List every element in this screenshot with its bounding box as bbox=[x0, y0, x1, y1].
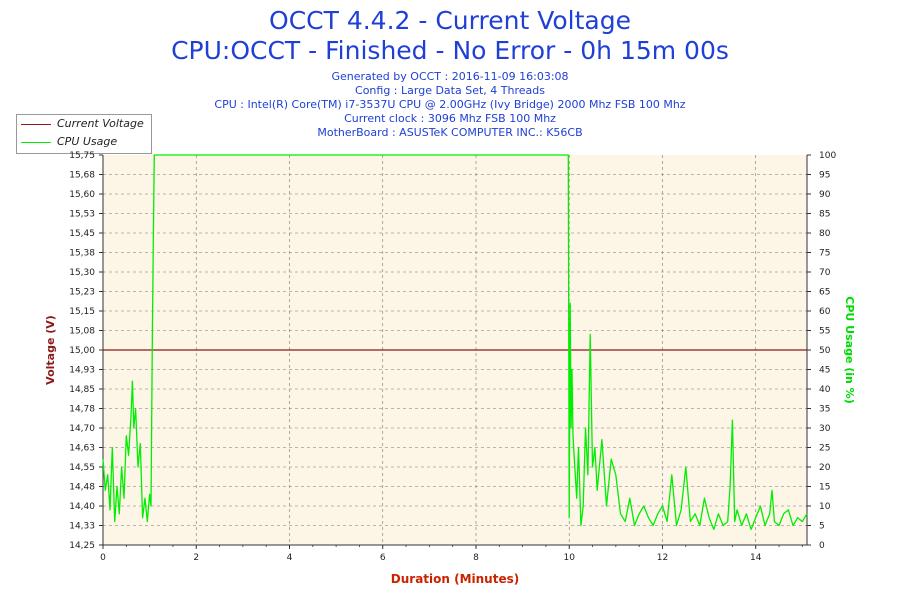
x-tick-label: 2 bbox=[193, 553, 199, 563]
y2-tick-label: 90 bbox=[819, 190, 831, 200]
y2-tick-label: 100 bbox=[819, 151, 836, 161]
info-motherboard: MotherBoard : ASUSTeK COMPUTER INC.: K56… bbox=[317, 126, 583, 139]
y-tick-label: 14,70 bbox=[69, 424, 95, 434]
info-clock: Current clock : 3096 Mhz FSB 100 Mhz bbox=[344, 112, 556, 125]
chart-subtitle: CPU:OCCT - Finished - No Error - 0h 15m … bbox=[171, 36, 729, 65]
y-tick-label: 14,48 bbox=[69, 483, 95, 493]
y2-tick-label: 20 bbox=[819, 463, 831, 473]
x-tick-label: 12 bbox=[657, 553, 668, 563]
y-tick-label: 15,45 bbox=[69, 229, 95, 239]
info-config: Config : Large Data Set, 4 Threads bbox=[355, 84, 545, 97]
y2-tick-label: 30 bbox=[819, 424, 831, 434]
y2-tick-label: 45 bbox=[819, 366, 830, 376]
legend-item-voltage: Current Voltage bbox=[17, 116, 151, 132]
y-tick-label: 15,53 bbox=[69, 210, 95, 220]
y-tick-label: 15,75 bbox=[69, 151, 95, 161]
y2-tick-label: 25 bbox=[819, 444, 830, 454]
y2-tick-label: 70 bbox=[819, 268, 831, 278]
y-tick-label: 14,85 bbox=[69, 385, 95, 395]
y-tick-label: 14,93 bbox=[69, 366, 95, 376]
x-tick-label: 4 bbox=[287, 553, 293, 563]
x-tick-label: 6 bbox=[380, 553, 386, 563]
legend-swatch-voltage bbox=[21, 124, 51, 125]
y-tick-label: 15,08 bbox=[69, 327, 95, 337]
legend-label-cpu: CPU Usage bbox=[57, 135, 118, 148]
series-line-cpu bbox=[102, 154, 808, 531]
y-tick-label: 14,55 bbox=[69, 463, 95, 473]
y-tick-label: 14,63 bbox=[69, 444, 95, 454]
info-cpu: CPU : Intel(R) Core(TM) i7-3537U CPU @ 2… bbox=[214, 98, 686, 111]
y2-tick-label: 75 bbox=[819, 249, 830, 259]
y2-tick-label: 5 bbox=[819, 522, 825, 532]
y-axis-title: Voltage (V) bbox=[44, 315, 57, 385]
y-tick-label: 15,00 bbox=[69, 346, 95, 356]
y2-tick-label: 15 bbox=[819, 483, 830, 493]
chart-legend: Current Voltage CPU Usage bbox=[16, 114, 152, 154]
x-tick-label: 0 bbox=[100, 553, 106, 563]
chart-title: OCCT 4.4.2 - Current Voltage bbox=[269, 6, 631, 35]
y2-tick-label: 10 bbox=[819, 502, 831, 512]
y-tick-label: 14,78 bbox=[69, 405, 95, 415]
y-tick-label: 15,38 bbox=[69, 249, 95, 259]
x-tick-label: 8 bbox=[473, 553, 479, 563]
y2-tick-label: 80 bbox=[819, 229, 831, 239]
x-axis-title: Duration (Minutes) bbox=[391, 572, 519, 586]
info-generated: Generated by OCCT : 2016-11-09 16:03:08 bbox=[331, 70, 569, 83]
y2-tick-label: 95 bbox=[819, 171, 830, 181]
y-tick-label: 14,25 bbox=[69, 541, 95, 551]
y-tick-label: 15,68 bbox=[69, 171, 95, 181]
legend-item-cpu: CPU Usage bbox=[17, 134, 151, 150]
y2-tick-label: 35 bbox=[819, 405, 830, 415]
y2-axis-title: CPU Usage (in %) bbox=[843, 296, 856, 403]
y2-tick-label: 40 bbox=[819, 385, 831, 395]
x-tick-label: 10 bbox=[563, 553, 575, 563]
y2-tick-label: 0 bbox=[819, 541, 825, 551]
y2-tick-label: 60 bbox=[819, 307, 831, 317]
y2-tick-label: 85 bbox=[819, 210, 830, 220]
y-tick-label: 15,15 bbox=[69, 307, 95, 317]
y2-tick-label: 55 bbox=[819, 327, 830, 337]
x-tick-label: 14 bbox=[750, 553, 762, 563]
y-tick-label: 15,23 bbox=[69, 288, 95, 298]
y2-tick-label: 50 bbox=[819, 346, 831, 356]
y-tick-label: 14,40 bbox=[69, 502, 95, 512]
y2-tick-label: 65 bbox=[819, 288, 830, 298]
y-tick-label: 15,30 bbox=[69, 268, 95, 278]
legend-label-voltage: Current Voltage bbox=[57, 117, 144, 130]
y-tick-label: 15,60 bbox=[69, 190, 95, 200]
legend-swatch-cpu bbox=[21, 142, 51, 143]
y-tick-label: 14,33 bbox=[69, 522, 95, 532]
